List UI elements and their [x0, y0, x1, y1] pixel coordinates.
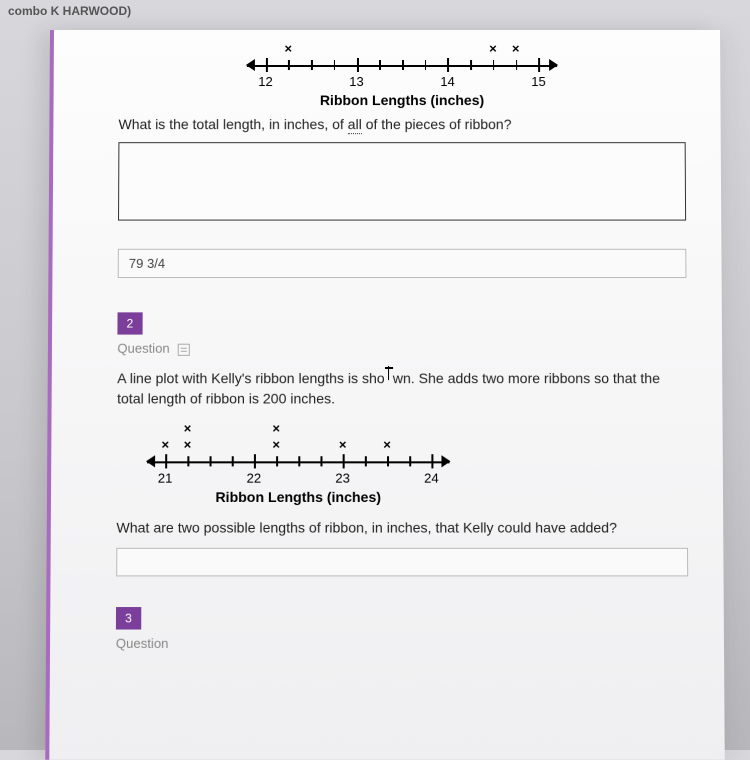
- q2-answer-input[interactable]: [116, 547, 688, 576]
- q1-prompt: What is the total length, in inches, of …: [118, 116, 685, 132]
- worksheet-page: ××× 12131415 Ribbon Lengths (inches) Wha…: [45, 30, 724, 760]
- number-line-1: ××× 12131415 Ribbon Lengths (inches): [247, 40, 557, 108]
- axis-title-2: Ribbon Lengths (inches): [147, 488, 450, 504]
- q2-body: A line plot with Kelly's ribbon lengths …: [117, 368, 687, 409]
- q2-label: Question: [117, 341, 687, 356]
- q2-badge: 2: [117, 312, 142, 334]
- axis-title-1: Ribbon Lengths (inches): [247, 92, 557, 108]
- page-header: combo K HARWOOD): [0, 0, 139, 22]
- q1-typed-answer[interactable]: 79 3/4: [118, 249, 687, 278]
- q2-prompt: What are two possible lengths of ribbon,…: [116, 519, 688, 535]
- q1-written-answer-box[interactable]: [118, 142, 686, 220]
- q3-label: Question: [116, 635, 689, 650]
- insert-caret-icon: [382, 372, 396, 386]
- document-icon: [177, 343, 189, 355]
- q3-badge: 3: [116, 607, 141, 629]
- number-line-2: ×× ××××× 21222324 Ribbon Lengths (inches…: [147, 419, 450, 504]
